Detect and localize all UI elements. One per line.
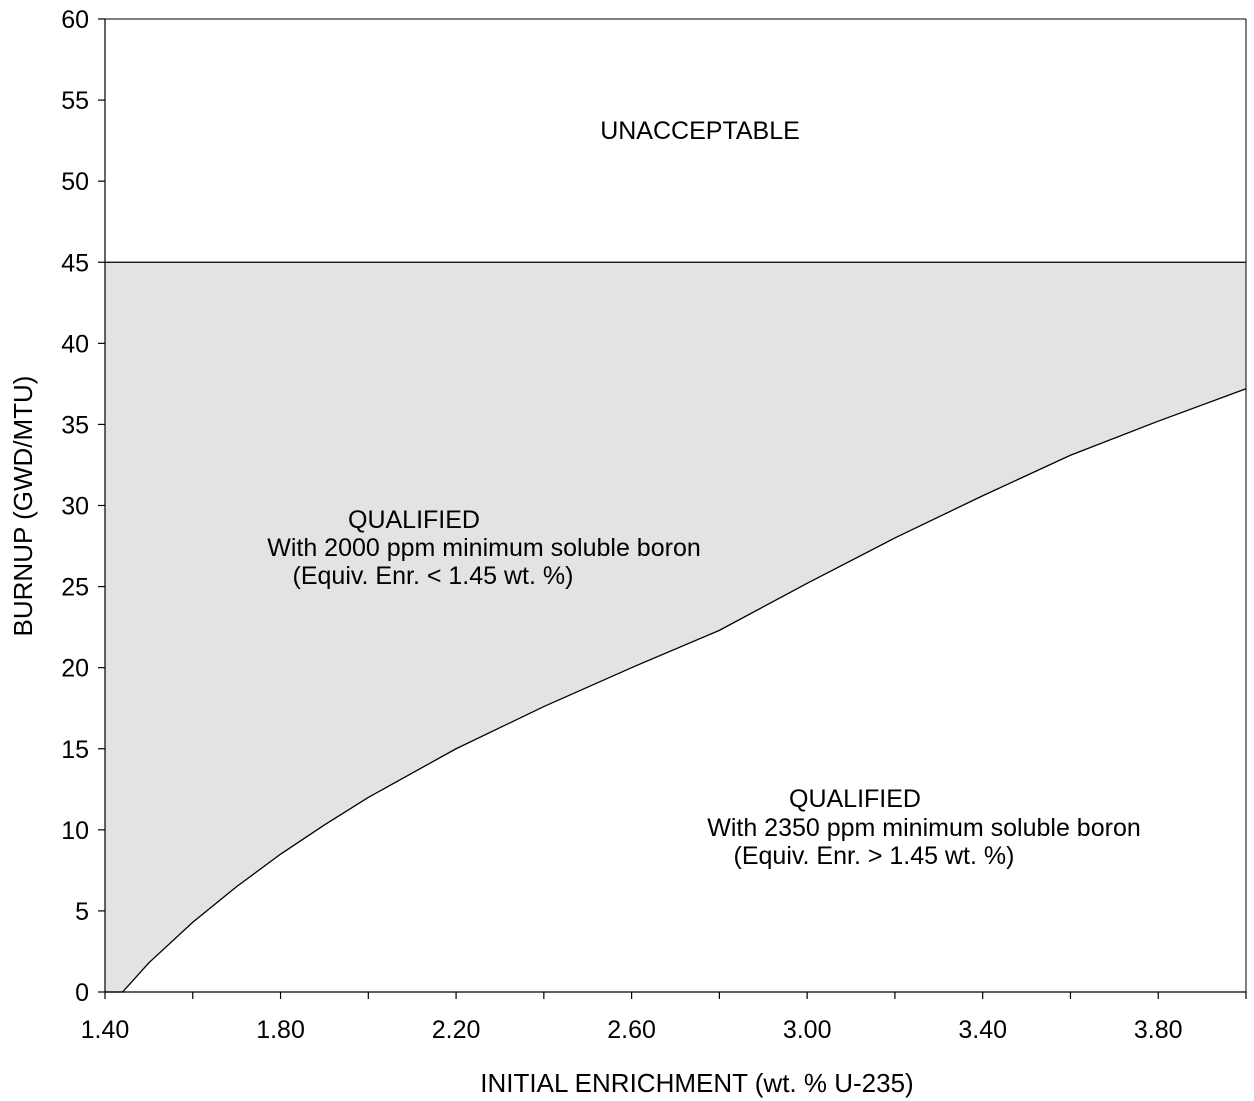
y-tick-label-60: 60	[61, 6, 89, 34]
x-tick-label-2.20: 2.20	[432, 1016, 481, 1044]
region-label-high-equiv: (Equiv. Enr. > 1.45 wt. %)	[734, 842, 1015, 870]
region-label-high-title: QUALIFIED	[789, 785, 921, 813]
x-tick-label-1.40: 1.40	[81, 1016, 130, 1044]
y-tick-label-10: 10	[61, 817, 89, 845]
y-tick-label-5: 5	[75, 898, 89, 926]
y-tick-label-30: 30	[61, 493, 89, 521]
x-tick-label-3.80: 3.80	[1134, 1016, 1183, 1044]
y-tick-label-0: 0	[75, 979, 89, 1007]
y-tick-label-20: 20	[61, 655, 89, 683]
x-tick-label-3.40: 3.40	[958, 1016, 1007, 1044]
x-axis-label: INITIAL ENRICHMENT (wt. % U-235)	[480, 1068, 913, 1098]
x-tick-label-3.00: 3.00	[783, 1016, 832, 1044]
region-label-low-equiv: (Equiv. Enr. < 1.45 wt. %)	[293, 562, 574, 590]
region-label-low-title: QUALIFIED	[348, 506, 480, 534]
y-tick-label-55: 55	[61, 87, 89, 115]
y-tick-label-35: 35	[61, 411, 89, 439]
region-label-high-detail: With 2350 ppm minimum soluble boron	[707, 814, 1141, 842]
y-axis-label: BURNUP (GWD/MTU)	[8, 376, 38, 637]
region-label-low-detail: With 2000 ppm minimum soluble boron	[267, 534, 701, 562]
y-tick-label-25: 25	[61, 574, 89, 602]
y-tick-label-40: 40	[61, 330, 89, 358]
region-label-unacceptable: UNACCEPTABLE	[600, 117, 800, 145]
x-tick-label-2.60: 2.60	[607, 1016, 656, 1044]
y-tick-label-15: 15	[61, 736, 89, 764]
y-tick-label-45: 45	[61, 249, 89, 277]
boundary-curve	[105, 388, 1247, 993]
shaded-region-2000ppm	[105, 262, 1246, 992]
y-tick-label-50: 50	[61, 168, 89, 196]
x-tick-label-1.80: 1.80	[256, 1016, 305, 1044]
